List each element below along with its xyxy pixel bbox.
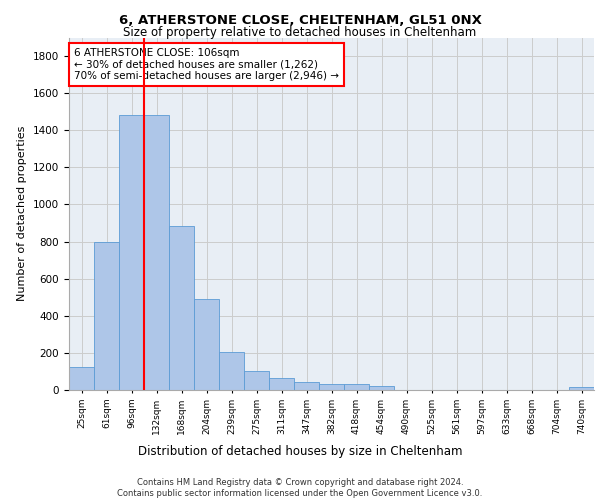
Bar bbox=[194, 299, 219, 390]
Text: 6, ATHERSTONE CLOSE, CHELTENHAM, GL51 0NX: 6, ATHERSTONE CLOSE, CHELTENHAM, GL51 0N… bbox=[119, 14, 481, 27]
Text: Size of property relative to detached houses in Cheltenham: Size of property relative to detached ho… bbox=[124, 26, 476, 39]
Bar bbox=[94, 242, 119, 390]
Bar bbox=[169, 226, 194, 390]
Bar bbox=[369, 386, 394, 390]
Bar bbox=[144, 116, 169, 390]
Bar bbox=[219, 352, 244, 390]
Bar bbox=[569, 387, 594, 390]
Bar bbox=[319, 384, 344, 390]
Text: 6 ATHERSTONE CLOSE: 106sqm
← 30% of detached houses are smaller (1,262)
70% of s: 6 ATHERSTONE CLOSE: 106sqm ← 30% of deta… bbox=[74, 48, 339, 82]
Bar bbox=[294, 382, 319, 390]
Y-axis label: Number of detached properties: Number of detached properties bbox=[17, 126, 28, 302]
Bar bbox=[119, 116, 144, 390]
Bar bbox=[69, 367, 94, 390]
Bar bbox=[269, 378, 294, 390]
Bar bbox=[244, 370, 269, 390]
Text: Contains HM Land Registry data © Crown copyright and database right 2024.
Contai: Contains HM Land Registry data © Crown c… bbox=[118, 478, 482, 498]
Bar bbox=[344, 384, 369, 390]
Text: Distribution of detached houses by size in Cheltenham: Distribution of detached houses by size … bbox=[138, 444, 462, 458]
